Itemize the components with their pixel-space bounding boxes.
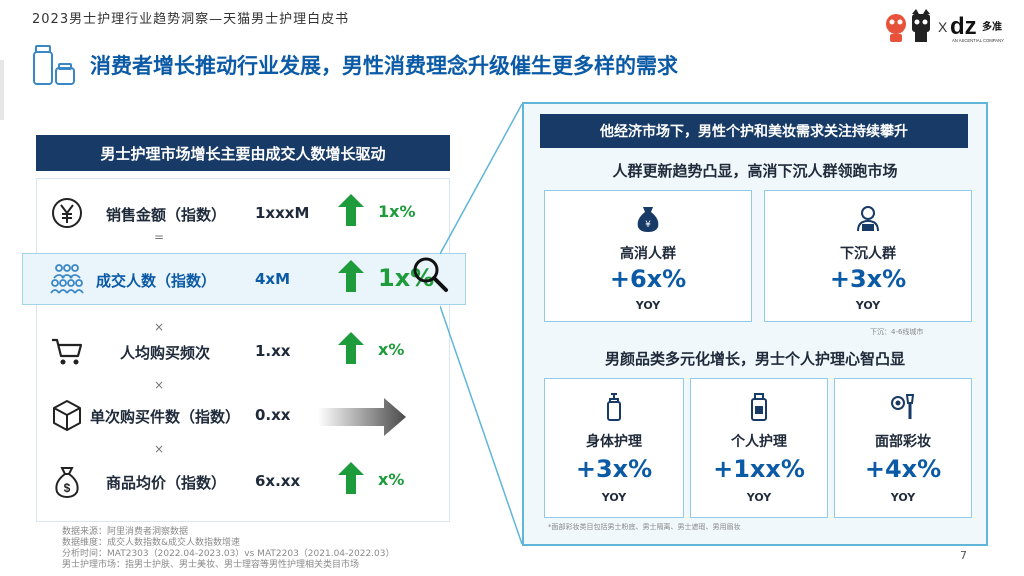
operator-multiply: × bbox=[154, 320, 165, 334]
black-cat-icon bbox=[912, 9, 930, 42]
card-growth-value: +3x% bbox=[575, 455, 653, 483]
source-line: 分析时间：MAT2303（2022.04-2023.03）vs MAT2203（… bbox=[62, 549, 395, 559]
left-edge-strip bbox=[0, 60, 4, 120]
zoom-connector-lines bbox=[440, 103, 523, 545]
metric-growth: 1x% bbox=[378, 264, 435, 292]
right-panel-title: 他经济市场下，男性个护和美妆需求关注持续攀升 bbox=[540, 114, 968, 148]
card-growth-value: +4x% bbox=[864, 455, 942, 483]
logo-tagline: AN ASCENTIAL COMPANY bbox=[952, 38, 1004, 43]
logo-x: X bbox=[938, 19, 948, 35]
money-bag-yen-icon: ¥ bbox=[637, 207, 659, 232]
operator-multiply: × bbox=[154, 378, 165, 392]
card-yoy-label: YOY bbox=[746, 491, 772, 504]
gray-flat-arrow-icon bbox=[318, 398, 406, 436]
left-panel-box bbox=[36, 178, 450, 522]
metric-row-buyers: 成交人数（指数） 4xM 1x% bbox=[44, 260, 444, 300]
card-name: 个人护理 bbox=[731, 434, 787, 450]
section-title-audience: 人群更新趋势凸显，高消下沉人群领跑市场 bbox=[612, 162, 898, 180]
metric-growth: 1x% bbox=[378, 202, 416, 221]
metric-label: 商品均价（指数） bbox=[106, 474, 227, 492]
logo-cn: 多准 bbox=[982, 20, 1002, 33]
package-box-icon bbox=[53, 400, 81, 431]
page-headline: 消费者增长推动行业发展，男性消费理念升级催生更多样的需求 bbox=[90, 54, 678, 78]
audience-card-lower-tier: 下沉人群 +3x% YOY bbox=[764, 190, 972, 322]
pump-bottle-icon bbox=[607, 393, 621, 421]
data-sources: 数据来源：阿里消费者洞察数据 数据维度：成交人数指数&成交人数指数增速 分析时间… bbox=[62, 527, 395, 571]
skincare-bottles-icon bbox=[33, 45, 75, 85]
logo-dz: dz bbox=[950, 13, 977, 40]
metric-value: 4xM bbox=[255, 270, 291, 288]
green-up-arrow-icon bbox=[338, 332, 364, 364]
card-growth-value: +1xx% bbox=[713, 455, 805, 483]
card-name: 身体护理 bbox=[586, 434, 642, 450]
green-up-arrow-icon bbox=[338, 194, 364, 226]
audience-card-high-spending: ¥ 高消人群 +6x% YOY bbox=[544, 190, 752, 322]
source-line: 男士护理市场：指男士护肤、男士美妆、男士理容等男性护理相关类目市场 bbox=[62, 560, 360, 570]
svg-text:¥: ¥ bbox=[645, 220, 651, 230]
metric-growth: x% bbox=[378, 340, 405, 359]
metric-row-sales: 销售金额（指数） 1xxxM 1x% bbox=[44, 194, 444, 234]
metric-row-items-per-order: 单次购买件数（指数） 0.xx bbox=[44, 396, 444, 436]
metric-row-frequency: 人均购买频次 1.xx x% bbox=[44, 332, 444, 372]
card-yoy-label: YOY bbox=[601, 491, 627, 504]
source-line: 数据来源：阿里消费者洞察数据 bbox=[62, 527, 189, 537]
card-name: 下沉人群 bbox=[840, 246, 896, 262]
card-yoy-label: YOY bbox=[855, 299, 881, 312]
left-panel-title: 男士护理市场增长主要由成交人数增长驱动 bbox=[36, 135, 450, 171]
tmall-cat-icon bbox=[886, 14, 906, 42]
metric-label: 人均购买频次 bbox=[120, 344, 211, 362]
card-name: 面部彩妆 bbox=[875, 434, 931, 450]
metric-value: 6x.xx bbox=[255, 472, 301, 490]
metric-label: 成交人数（指数） bbox=[96, 272, 217, 290]
card-growth-value: +3x% bbox=[829, 265, 907, 293]
operator-multiply: × bbox=[154, 442, 165, 456]
operator-equals: = bbox=[154, 230, 165, 244]
section-title-categories: 男颜品类多元化增长，男士个人护理心智凸显 bbox=[604, 350, 905, 368]
card-growth-value: +6x% bbox=[609, 265, 687, 293]
people-group-icon bbox=[50, 264, 84, 294]
card-yoy-label: YOY bbox=[635, 299, 661, 312]
shopping-cart-icon bbox=[52, 338, 83, 365]
metric-row-avg-price: $ 商品均价（指数） 6x.xx x% bbox=[44, 462, 444, 502]
metric-growth: x% bbox=[378, 470, 405, 489]
green-up-arrow-icon bbox=[338, 462, 364, 494]
metric-label: 单次购买件数（指数） bbox=[90, 408, 241, 426]
magnifier-icon bbox=[413, 257, 448, 292]
category-card-body-care: 身体护理 +3x% YOY bbox=[544, 378, 684, 518]
makeup-brush-icon bbox=[891, 394, 915, 419]
metric-value: 1.xx bbox=[255, 342, 291, 360]
highlighted-row-background bbox=[22, 253, 466, 305]
card-name: 高消人群 bbox=[620, 246, 676, 262]
report-header-title: 2023男士护理行业趋势洞察—天猫男士护理白皮书 bbox=[32, 12, 350, 27]
metric-value: 0.xx bbox=[255, 406, 291, 424]
makeup-footnote: *面部彩妆类目包括男士粉底、男士隔离、男士遮瑕、男用眉妆 bbox=[548, 523, 741, 531]
lower-tier-footnote: 下沉：4-6线城市 bbox=[870, 328, 924, 336]
money-bag-icon: $ bbox=[55, 467, 79, 498]
person-laptop-icon bbox=[857, 206, 879, 232]
metric-label: 销售金额（指数） bbox=[106, 206, 227, 224]
card-yoy-label: YOY bbox=[890, 491, 916, 504]
lotion-bottle-icon bbox=[751, 393, 767, 421]
page-number: 7 bbox=[960, 549, 967, 562]
svg-text:$: $ bbox=[64, 481, 71, 495]
source-line: 数据维度：成交人数指数&成交人数指数增速 bbox=[62, 538, 241, 548]
brand-logos: X dz 多准 AN ASCENTIAL COMPANY bbox=[886, 9, 1004, 43]
metric-value: 1xxxM bbox=[255, 204, 310, 222]
green-up-arrow-icon bbox=[338, 260, 364, 292]
category-card-face-makeup: 面部彩妆 +4x% YOY bbox=[834, 378, 972, 518]
category-card-personal-care: 个人护理 +1xx% YOY bbox=[690, 378, 828, 518]
yen-coin-icon bbox=[52, 198, 82, 228]
